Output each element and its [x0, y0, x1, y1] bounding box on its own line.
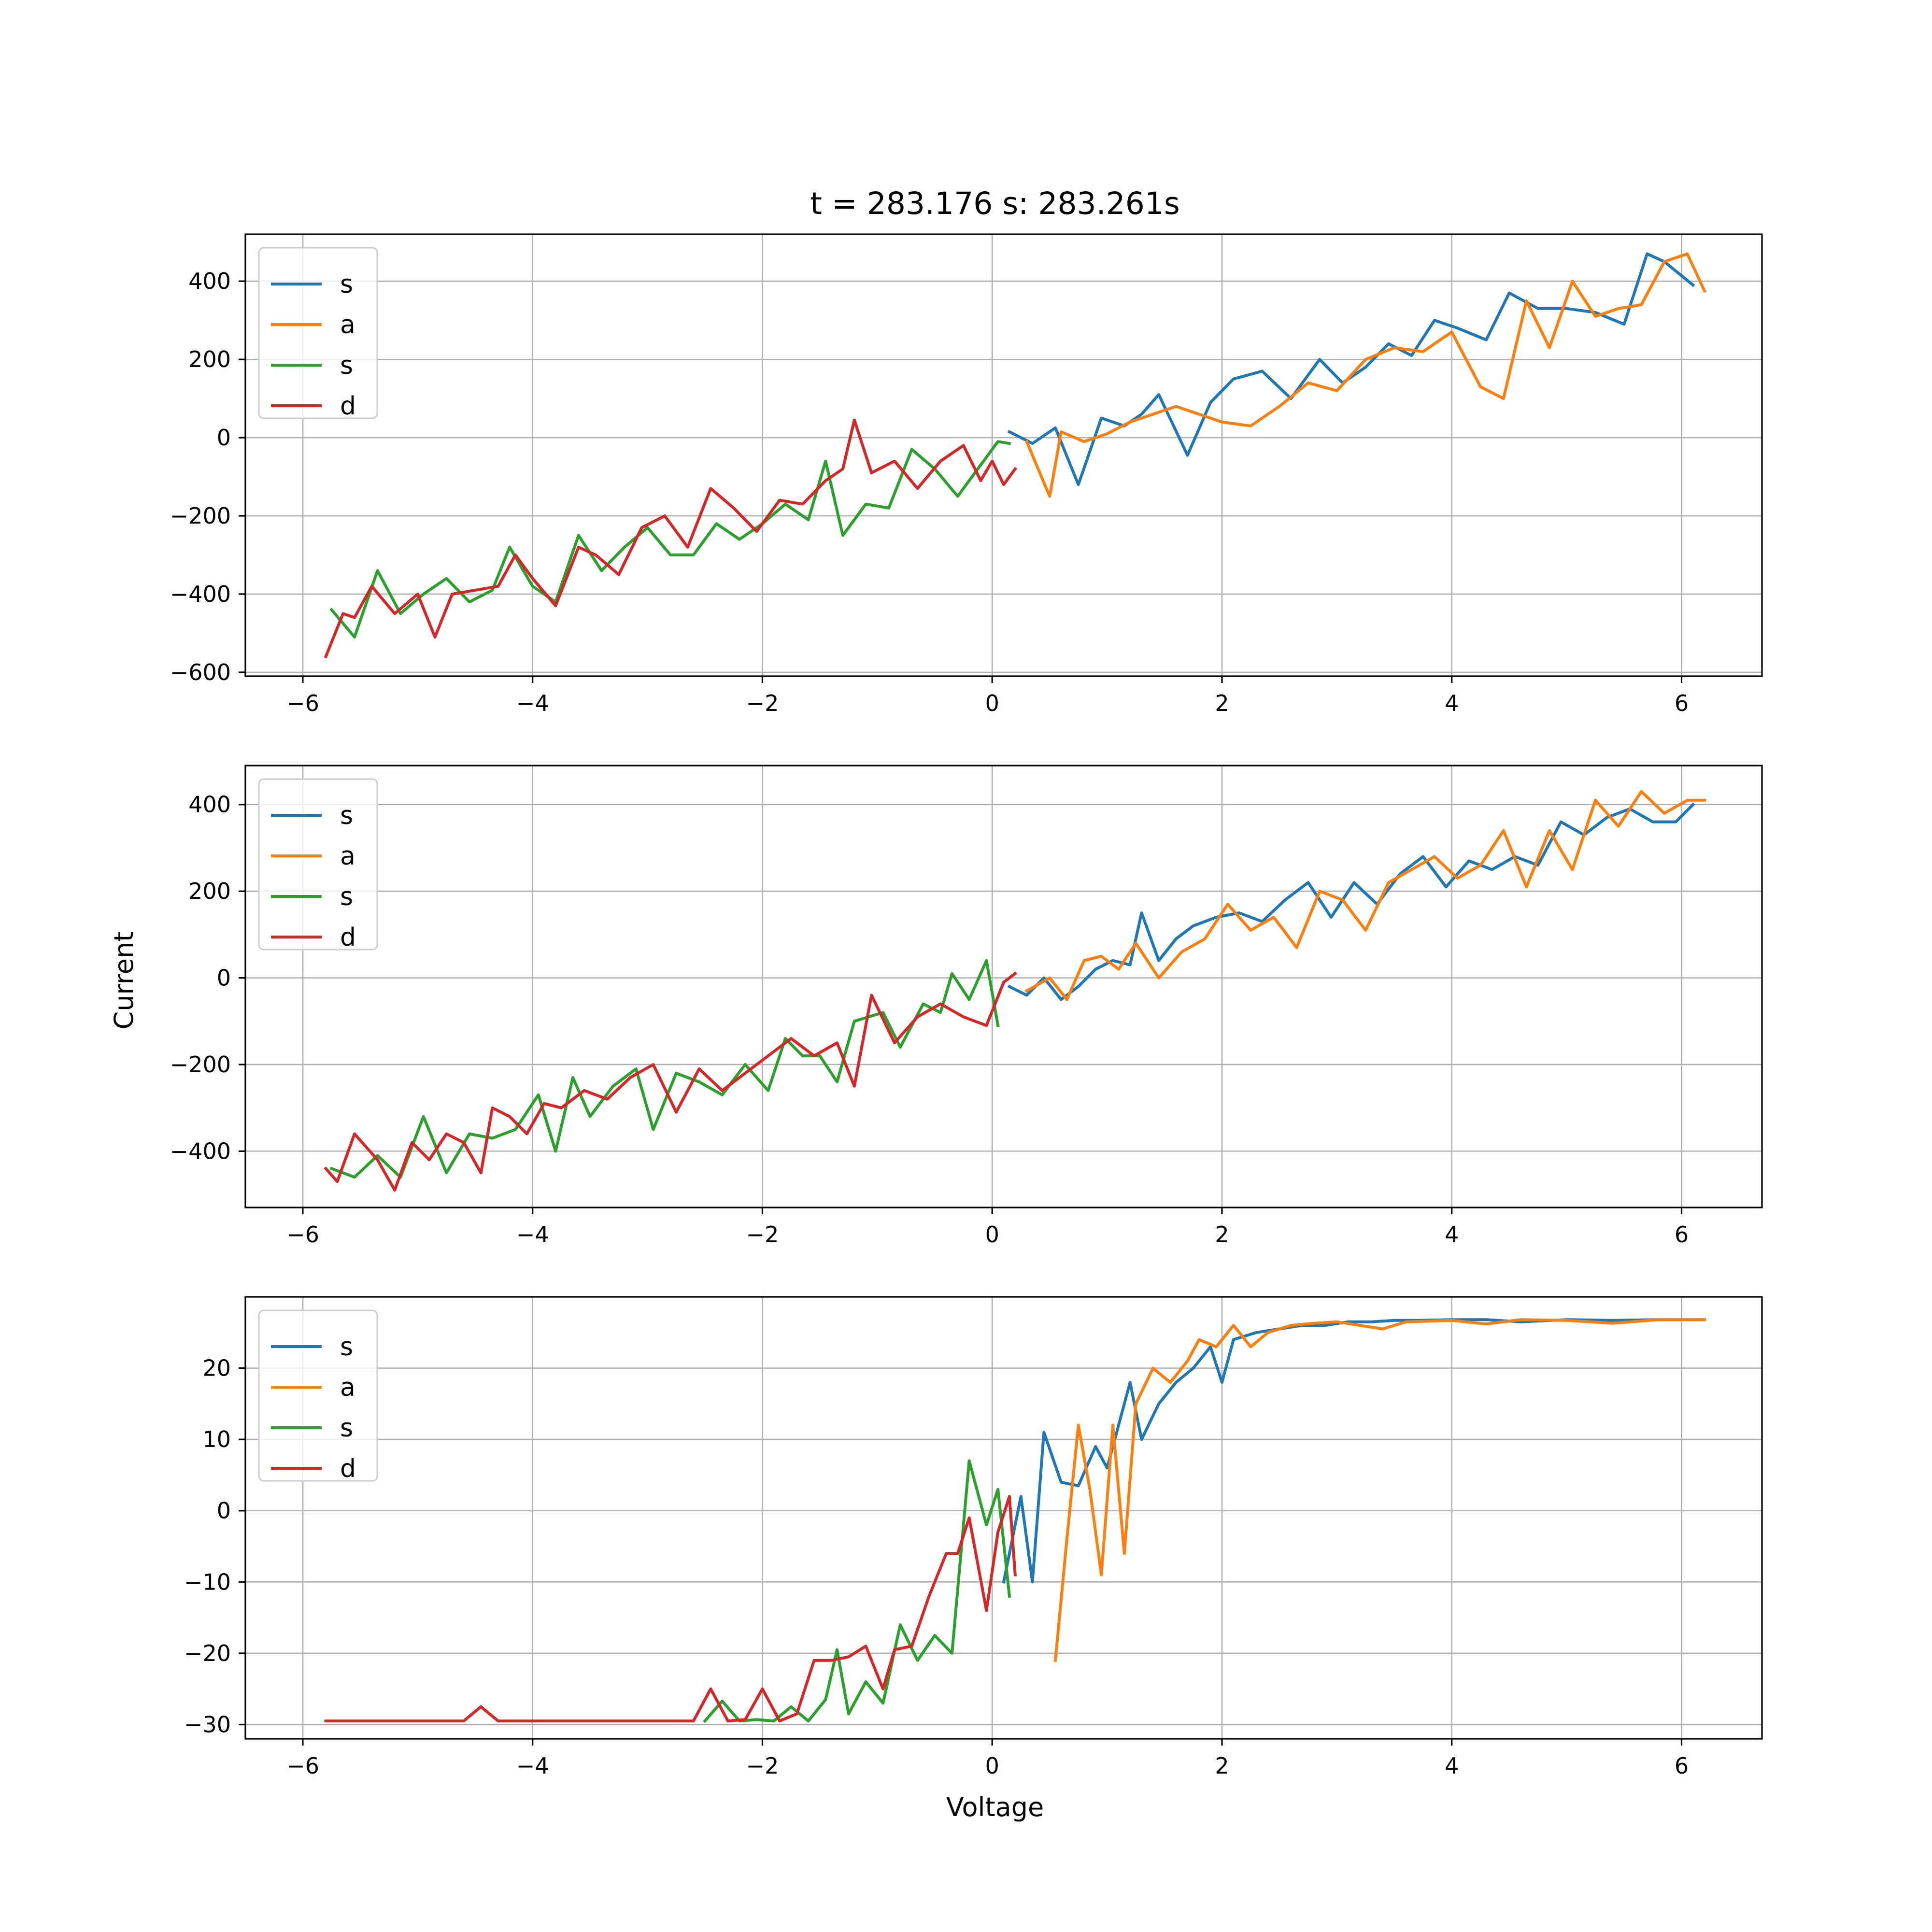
x-tick-label: 6	[1675, 690, 1689, 716]
y-tick-label: −10	[184, 1569, 231, 1595]
legend-label: s	[340, 351, 353, 380]
series-line-2-a	[1053, 1318, 1706, 1662]
figure-x-axis-label: Voltage	[946, 1792, 1044, 1822]
legend-box	[258, 247, 378, 419]
legend-label: d	[340, 392, 356, 421]
y-tick-label: 400	[188, 792, 231, 818]
x-tick-label: 6	[1675, 1222, 1689, 1248]
series-line-4-d	[324, 418, 1017, 659]
y-tick-label: −400	[170, 581, 231, 607]
y-tick-label: 0	[217, 425, 231, 451]
x-tick-label: −6	[286, 1753, 319, 1779]
x-tick-label: −6	[286, 1222, 319, 1248]
legend-label: d	[340, 923, 356, 952]
y-tick-label: 200	[188, 878, 231, 904]
x-tick-label: 2	[1215, 1753, 1229, 1779]
axes-frame	[244, 233, 1763, 677]
y-tick-label: −20	[184, 1640, 231, 1666]
y-tick-label: 20	[202, 1355, 231, 1381]
x-tick-label: 4	[1445, 1222, 1459, 1248]
series-line-2-a	[1024, 252, 1707, 498]
x-tick-label: 2	[1215, 690, 1229, 716]
legend-label: a	[340, 1373, 355, 1402]
y-tick-label: 0	[217, 1498, 231, 1524]
x-tick-label: 2	[1215, 1222, 1229, 1248]
legend-label: s	[340, 1414, 353, 1443]
legend-box	[258, 778, 378, 951]
y-tick-label: −600	[170, 659, 231, 685]
y-tick-label: −400	[170, 1138, 231, 1164]
legend-label: s	[340, 801, 353, 830]
x-tick-label: 0	[985, 1753, 999, 1779]
y-tick-label: 10	[202, 1426, 231, 1452]
legend-label: s	[340, 1333, 353, 1362]
y-tick-label: 400	[188, 268, 231, 294]
legend-label: s	[340, 270, 353, 299]
x-tick-label: −2	[746, 690, 779, 716]
series-line-4-d	[324, 971, 1018, 1192]
legend-label: a	[340, 311, 355, 340]
series-line-4-d	[324, 1495, 1017, 1723]
legend-label: a	[340, 842, 355, 871]
legend-box	[258, 1309, 378, 1482]
series-line-1-s	[1002, 1318, 1706, 1584]
series-line-3-s	[703, 1459, 1011, 1723]
series-lines	[324, 252, 1707, 659]
x-tick-label: 4	[1445, 1753, 1459, 1779]
x-tick-label: −2	[746, 1222, 779, 1248]
y-tick-label: 200	[188, 346, 231, 372]
y-tick-label: −30	[184, 1711, 231, 1737]
figure-y-axis-label: Current	[109, 932, 139, 1030]
x-tick-label: 0	[985, 690, 999, 716]
series-line-3-s	[329, 440, 1011, 639]
x-tick-label: 0	[985, 1222, 999, 1248]
y-tick-label: −200	[170, 503, 231, 529]
figure-title: t = 283.176 s: 283.261s	[810, 186, 1180, 221]
axes-frame	[244, 1296, 1763, 1740]
y-tick-label: 0	[217, 965, 231, 991]
series-lines	[324, 790, 1706, 1192]
legend-label: d	[340, 1454, 356, 1483]
x-tick-label: −2	[746, 1753, 779, 1779]
series-lines	[324, 1318, 1706, 1723]
x-tick-label: 6	[1675, 1753, 1689, 1779]
y-tick-label: −200	[170, 1051, 231, 1078]
series-line-2-a	[1024, 790, 1706, 1001]
series-line-1-s	[1007, 802, 1695, 1001]
x-tick-label: −6	[286, 690, 319, 716]
x-tick-label: 4	[1445, 690, 1459, 716]
x-tick-label: −4	[516, 690, 549, 716]
x-tick-label: −4	[516, 1222, 549, 1248]
legend-label: s	[340, 882, 353, 911]
x-tick-label: −4	[516, 1753, 549, 1779]
axes-frame	[244, 765, 1763, 1208]
